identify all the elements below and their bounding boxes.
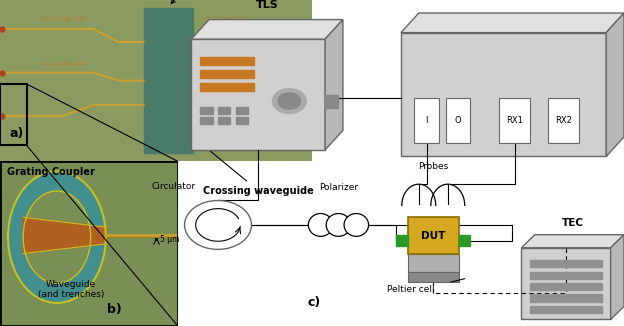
Circle shape [278,93,301,109]
Bar [530,272,602,279]
Ellipse shape [23,191,90,283]
Text: 7-1-10-300-100: 7-1-10-300-100 [41,62,84,67]
Text: 5 μm: 5 μm [160,235,180,244]
Bar [530,283,602,290]
Bar [144,8,193,153]
Text: Grating Coupler: Grating Coupler [7,167,95,177]
Text: Free space: Free space [164,0,223,4]
Text: DUT: DUT [421,230,446,241]
Circle shape [185,200,251,249]
Bar [459,235,470,246]
Text: b): b) [107,303,122,316]
Text: TEC: TEC [562,218,583,228]
Bar [548,98,580,143]
Bar [218,117,230,124]
Bar [401,33,606,156]
Text: Circulator: Circulator [151,182,195,191]
Polygon shape [191,20,343,39]
Bar [446,98,470,143]
Bar [396,235,407,246]
Bar [200,117,213,124]
Polygon shape [401,13,624,33]
Text: a): a) [9,127,24,140]
Text: Probes: Probes [418,162,449,171]
Bar [218,107,230,114]
Bar [191,39,325,150]
Text: 7-1-10-300-100: 7-1-10-300-100 [41,17,84,22]
Text: O: O [454,116,461,125]
Text: Waveguide
(and trenches): Waveguide (and trenches) [38,280,104,299]
Bar [325,95,338,108]
Text: CT400: CT400 [490,0,535,3]
Text: RX2: RX2 [555,116,572,125]
Polygon shape [606,13,624,156]
Ellipse shape [308,214,333,236]
Bar [0,84,26,145]
Bar [530,306,602,313]
Bar [200,107,213,114]
Bar [200,57,254,65]
Text: TLS: TLS [256,0,278,10]
Text: RX1: RX1 [506,116,523,125]
Polygon shape [325,20,343,150]
Bar [407,254,459,272]
Bar [200,70,254,78]
Ellipse shape [326,214,351,236]
Bar [499,98,530,143]
Bar [414,98,439,143]
Bar [530,260,602,267]
Ellipse shape [8,171,106,303]
Text: Crossing waveguide: Crossing waveguide [197,140,313,196]
Text: 7-1-10-300-100: 7-1-10-300-100 [203,17,246,22]
Bar [530,294,602,302]
Text: I: I [426,116,428,125]
Polygon shape [611,235,624,319]
Bar [236,117,248,124]
Ellipse shape [344,214,369,236]
Text: 7-1-10-300-100: 7-1-10-300-100 [203,62,246,67]
Polygon shape [522,235,624,248]
Bar [236,107,248,114]
Text: Polarizer: Polarizer [319,183,358,192]
Bar [522,248,611,319]
Bar [407,272,459,282]
Text: Peltier cell: Peltier cell [387,285,435,294]
Bar [407,217,459,254]
Text: c): c) [307,296,321,309]
Bar [200,83,254,91]
Polygon shape [23,217,107,254]
Circle shape [273,89,306,113]
